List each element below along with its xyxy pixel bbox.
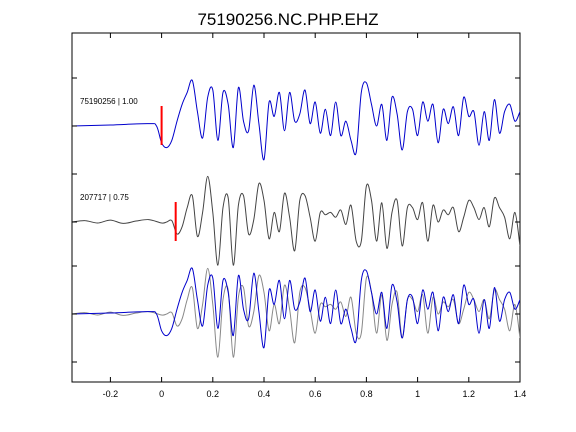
waveform-trace-3-primary xyxy=(72,267,520,349)
x-tick-label: 0.4 xyxy=(258,389,271,399)
x-tick-label: 1.4 xyxy=(514,389,527,399)
waveform-trace-3-secondary xyxy=(72,267,520,358)
traces-layer xyxy=(72,79,520,358)
waveform-trace-1-primary xyxy=(72,79,520,161)
trace-side-ticks xyxy=(72,77,520,363)
chart-title: 75190256.NC.PHP.EHZ xyxy=(197,10,378,29)
waveform-trace-2-secondary xyxy=(72,175,520,266)
trace-labels: 75190256 | 1.00 207717 | 0.75 xyxy=(80,97,138,202)
trace-label-1: 75190256 | 1.00 xyxy=(80,97,138,106)
x-axis-ticks: -0.2 0 0.2 0.4 0.6 0.8 1 1.2 1.4 xyxy=(103,33,527,399)
x-tick-label: -0.2 xyxy=(103,389,119,399)
x-tick-label: 1 xyxy=(415,389,420,399)
x-tick-label: 0 xyxy=(159,389,164,399)
x-tick-label: 0.2 xyxy=(207,389,220,399)
plot-frame xyxy=(71,32,521,383)
x-tick-label: 0.8 xyxy=(360,389,373,399)
x-tick-label: 1.2 xyxy=(463,389,476,399)
x-tick-label: 0.6 xyxy=(309,389,322,399)
trace-label-2: 207717 | 0.75 xyxy=(80,193,129,202)
picks-layer xyxy=(160,106,177,241)
